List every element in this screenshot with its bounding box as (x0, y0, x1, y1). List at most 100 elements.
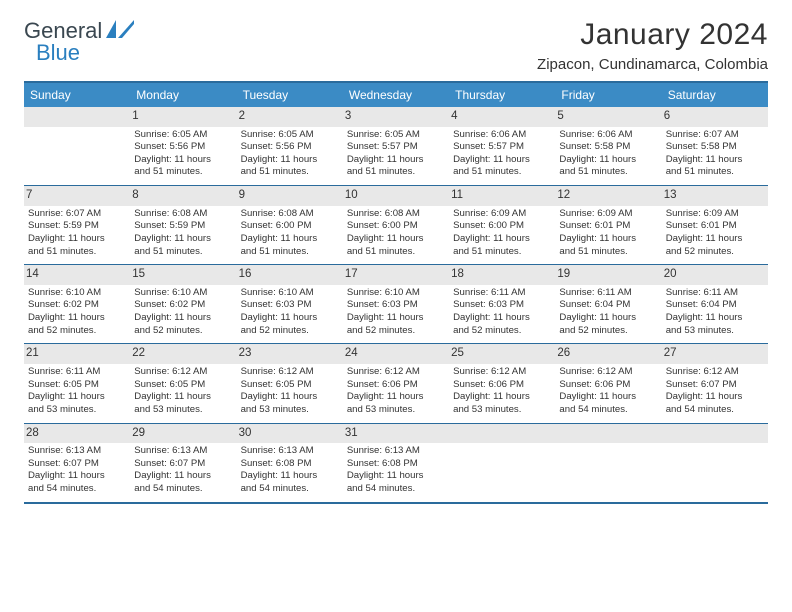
daylight-text-2: and 51 minutes. (559, 246, 657, 259)
day-header: Friday (555, 83, 661, 107)
sunset-text: Sunset: 5:57 PM (453, 141, 551, 154)
sunrise-text: Sunrise: 6:13 AM (241, 445, 339, 458)
calendar-week-row: 1Sunrise: 6:05 AMSunset: 5:56 PMDaylight… (24, 107, 768, 185)
page-title: January 2024 (537, 18, 768, 52)
calendar-day-cell (449, 424, 555, 502)
daylight-text-2: and 51 minutes. (134, 166, 232, 179)
sunset-text: Sunset: 6:07 PM (134, 458, 232, 471)
day-number: 24 (343, 344, 449, 364)
daylight-text-1: Daylight: 11 hours (241, 470, 339, 483)
sunrise-text: Sunrise: 6:10 AM (241, 287, 339, 300)
daylight-text-1: Daylight: 11 hours (241, 154, 339, 167)
day-number: 25 (449, 344, 555, 364)
daylight-text-2: and 52 minutes. (28, 325, 126, 338)
daylight-text-2: and 53 minutes. (347, 404, 445, 417)
calendar-week-row: 7Sunrise: 6:07 AMSunset: 5:59 PMDaylight… (24, 185, 768, 264)
calendar-day-cell: 23Sunrise: 6:12 AMSunset: 6:05 PMDayligh… (237, 344, 343, 422)
calendar-day-cell: 22Sunrise: 6:12 AMSunset: 6:05 PMDayligh… (130, 344, 236, 422)
calendar-day-cell: 14Sunrise: 6:10 AMSunset: 6:02 PMDayligh… (24, 265, 130, 343)
daylight-text-1: Daylight: 11 hours (666, 312, 764, 325)
sunrise-text: Sunrise: 6:07 AM (666, 129, 764, 142)
calendar-day-cell: 24Sunrise: 6:12 AMSunset: 6:06 PMDayligh… (343, 344, 449, 422)
daylight-text-2: and 54 minutes. (134, 483, 232, 496)
daylight-text-1: Daylight: 11 hours (453, 312, 551, 325)
day-number: 7 (24, 186, 130, 206)
day-info: Sunrise: 6:13 AMSunset: 6:07 PMDaylight:… (28, 445, 126, 496)
day-number: 2 (237, 107, 343, 127)
day-info: Sunrise: 6:08 AMSunset: 5:59 PMDaylight:… (134, 208, 232, 259)
day-number: 1 (130, 107, 236, 127)
day-info: Sunrise: 6:13 AMSunset: 6:08 PMDaylight:… (241, 445, 339, 496)
sunrise-text: Sunrise: 6:12 AM (241, 366, 339, 379)
calendar-day-cell: 7Sunrise: 6:07 AMSunset: 5:59 PMDaylight… (24, 186, 130, 264)
calendar-day-cell: 15Sunrise: 6:10 AMSunset: 6:02 PMDayligh… (130, 265, 236, 343)
calendar-day-cell: 5Sunrise: 6:06 AMSunset: 5:58 PMDaylight… (555, 107, 661, 185)
day-number (24, 107, 130, 127)
daylight-text-1: Daylight: 11 hours (134, 312, 232, 325)
sunset-text: Sunset: 6:06 PM (559, 379, 657, 392)
calendar-grid: SundayMondayTuesdayWednesdayThursdayFrid… (24, 81, 768, 504)
calendar-day-cell (555, 424, 661, 502)
sunrise-text: Sunrise: 6:07 AM (28, 208, 126, 221)
daylight-text-1: Daylight: 11 hours (28, 233, 126, 246)
day-info: Sunrise: 6:07 AMSunset: 5:58 PMDaylight:… (666, 129, 764, 180)
sunset-text: Sunset: 6:08 PM (347, 458, 445, 471)
sunrise-text: Sunrise: 6:13 AM (28, 445, 126, 458)
sunset-text: Sunset: 6:08 PM (241, 458, 339, 471)
day-number: 30 (237, 424, 343, 444)
day-number: 6 (662, 107, 768, 127)
day-number: 26 (555, 344, 661, 364)
day-number: 18 (449, 265, 555, 285)
calendar-day-cell: 30Sunrise: 6:13 AMSunset: 6:08 PMDayligh… (237, 424, 343, 502)
day-number: 13 (662, 186, 768, 206)
day-info: Sunrise: 6:12 AMSunset: 6:06 PMDaylight:… (559, 366, 657, 417)
sunrise-text: Sunrise: 6:10 AM (347, 287, 445, 300)
day-info: Sunrise: 6:11 AMSunset: 6:05 PMDaylight:… (28, 366, 126, 417)
calendar-day-cell: 17Sunrise: 6:10 AMSunset: 6:03 PMDayligh… (343, 265, 449, 343)
day-number: 19 (555, 265, 661, 285)
day-info: Sunrise: 6:07 AMSunset: 5:59 PMDaylight:… (28, 208, 126, 259)
sunrise-text: Sunrise: 6:08 AM (134, 208, 232, 221)
daylight-text-2: and 52 minutes. (453, 325, 551, 338)
daylight-text-2: and 54 minutes. (28, 483, 126, 496)
sunrise-text: Sunrise: 6:11 AM (28, 366, 126, 379)
day-number: 5 (555, 107, 661, 127)
day-number: 21 (24, 344, 130, 364)
daylight-text-1: Daylight: 11 hours (559, 312, 657, 325)
day-info: Sunrise: 6:08 AMSunset: 6:00 PMDaylight:… (241, 208, 339, 259)
daylight-text-1: Daylight: 11 hours (347, 312, 445, 325)
sunset-text: Sunset: 6:02 PM (134, 299, 232, 312)
day-number: 17 (343, 265, 449, 285)
sunrise-text: Sunrise: 6:12 AM (347, 366, 445, 379)
sunset-text: Sunset: 6:06 PM (453, 379, 551, 392)
daylight-text-1: Daylight: 11 hours (28, 470, 126, 483)
sunset-text: Sunset: 5:57 PM (347, 141, 445, 154)
day-header: Monday (130, 83, 236, 107)
calendar-day-cell (24, 107, 130, 185)
sunset-text: Sunset: 6:04 PM (666, 299, 764, 312)
sunset-text: Sunset: 6:00 PM (347, 220, 445, 233)
day-number: 29 (130, 424, 236, 444)
sunset-text: Sunset: 5:58 PM (666, 141, 764, 154)
daylight-text-2: and 54 minutes. (559, 404, 657, 417)
daylight-text-1: Daylight: 11 hours (559, 154, 657, 167)
calendar-week-row: 14Sunrise: 6:10 AMSunset: 6:02 PMDayligh… (24, 264, 768, 343)
day-number: 8 (130, 186, 236, 206)
day-info: Sunrise: 6:06 AMSunset: 5:58 PMDaylight:… (559, 129, 657, 180)
day-info: Sunrise: 6:11 AMSunset: 6:04 PMDaylight:… (559, 287, 657, 338)
day-info: Sunrise: 6:12 AMSunset: 6:05 PMDaylight:… (241, 366, 339, 417)
daylight-text-2: and 54 minutes. (347, 483, 445, 496)
location-text: Zipacon, Cundinamarca, Colombia (537, 56, 768, 73)
daylight-text-2: and 51 minutes. (453, 246, 551, 259)
daylight-text-1: Daylight: 11 hours (347, 154, 445, 167)
sunset-text: Sunset: 6:07 PM (666, 379, 764, 392)
daylight-text-1: Daylight: 11 hours (241, 391, 339, 404)
calendar-day-cell: 3Sunrise: 6:05 AMSunset: 5:57 PMDaylight… (343, 107, 449, 185)
day-info: Sunrise: 6:12 AMSunset: 6:06 PMDaylight:… (453, 366, 551, 417)
daylight-text-1: Daylight: 11 hours (134, 154, 232, 167)
sunset-text: Sunset: 6:04 PM (559, 299, 657, 312)
daylight-text-2: and 54 minutes. (241, 483, 339, 496)
day-info: Sunrise: 6:12 AMSunset: 6:07 PMDaylight:… (666, 366, 764, 417)
day-info: Sunrise: 6:12 AMSunset: 6:06 PMDaylight:… (347, 366, 445, 417)
day-header: Wednesday (343, 83, 449, 107)
